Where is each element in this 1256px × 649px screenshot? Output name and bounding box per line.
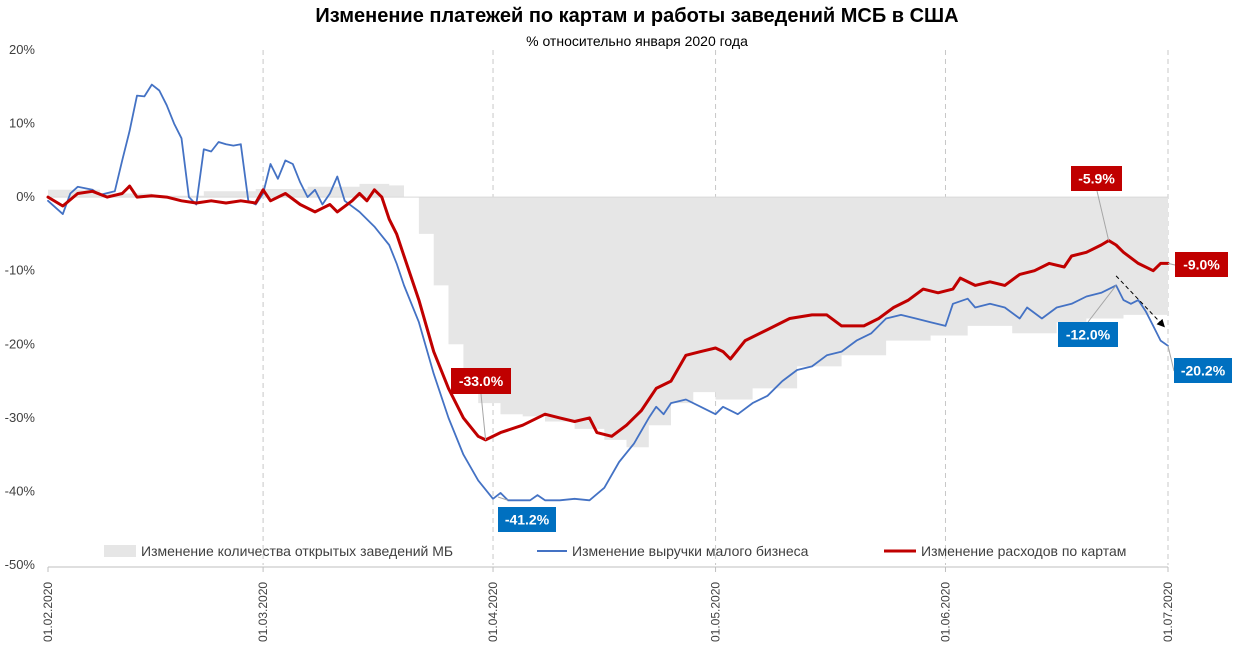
y-tick-label: -10% (5, 263, 36, 278)
x-tick-label: 01.07.2020 (1161, 582, 1175, 642)
callout-leader (1167, 345, 1175, 372)
legend-label: Изменение расходов по картам (921, 543, 1126, 559)
callout-label: -5.9% (1078, 171, 1115, 187)
callout-label: -41.2% (505, 512, 550, 528)
y-tick-label: 20% (9, 42, 35, 57)
y-tick-label: -50% (5, 557, 36, 572)
x-tick-label: 01.03.2020 (256, 582, 270, 642)
callout-leader (1087, 285, 1117, 323)
y-tick-label: -30% (5, 410, 36, 425)
area-series-layer (48, 183, 1168, 448)
x-tick-label: 01.05.2020 (709, 582, 723, 642)
legend-label: Изменение выручки малого бизнеса (572, 543, 809, 559)
x-tick-label: 01.02.2020 (41, 582, 55, 642)
callout-leader (1096, 190, 1110, 241)
legend-label: Изменение количества открытых заведений … (141, 543, 453, 559)
y-tick-label: 10% (9, 116, 35, 131)
x-tick-label: 01.04.2020 (486, 582, 500, 642)
callout-label: -20.2% (1181, 363, 1226, 379)
callout-leader (480, 393, 487, 440)
chart-title: Изменение платежей по картам и работы за… (315, 5, 958, 27)
line-series-layer (46, 83, 1170, 502)
callout-box (1175, 252, 1228, 277)
chart-subtitle: % относительно января 2020 года (526, 33, 748, 49)
x-tick-label: 01.06.2020 (938, 582, 952, 642)
trend-arrow (1115, 275, 1165, 328)
y-tick-label: -40% (5, 483, 36, 498)
callout-label: -33.0% (459, 373, 504, 389)
callout-box (498, 507, 556, 532)
callout-leader (497, 496, 509, 501)
gridlines (262, 50, 1169, 565)
y-tick-label: -20% (5, 336, 36, 351)
legend: Изменение количества открытых заведений … (104, 543, 1126, 559)
annotations: -33.0% -41.2% -5.9% -12.0% -9.0% -20.2% (451, 166, 1232, 532)
callout-box (451, 368, 511, 394)
callout-box (1071, 166, 1122, 191)
callout-leader (1167, 262, 1176, 266)
callout-label: -12.0% (1066, 327, 1111, 343)
callout-label: -9.0% (1183, 257, 1220, 273)
legend-swatch-area (104, 545, 136, 557)
y-axis: 20% 10% 0% -10% -20% -30% -40% -50% (5, 42, 36, 572)
callout-box (1174, 358, 1232, 383)
callout-box (1058, 322, 1118, 347)
x-axis: 01.02.2020 01.03.2020 01.04.2020 01.05.2020… (41, 566, 1175, 642)
series-line-small-business-revenue (47, 83, 1169, 502)
y-tick-label: 0% (16, 189, 35, 204)
series-line-card-spending (46, 184, 1170, 442)
series-area-open-businesses (48, 183, 1168, 448)
